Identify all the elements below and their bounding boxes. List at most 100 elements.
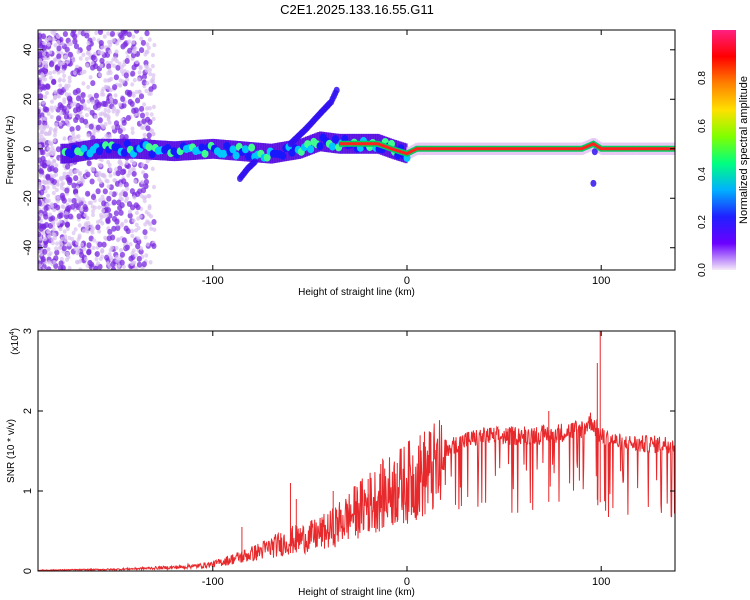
noise-point xyxy=(82,118,89,125)
noise-point xyxy=(44,64,49,70)
noise-point xyxy=(58,219,63,224)
noise-point xyxy=(52,260,57,265)
noise-point xyxy=(54,163,59,168)
noise-point xyxy=(58,83,63,88)
noise-point xyxy=(149,112,154,117)
noise-point xyxy=(56,53,62,60)
noise-point xyxy=(39,212,44,218)
noise-point xyxy=(51,227,56,232)
plot-frame-top xyxy=(37,29,676,271)
noise-point xyxy=(101,86,106,92)
ridge-band xyxy=(282,141,286,162)
noise-point xyxy=(82,204,88,210)
noise-point xyxy=(52,69,57,75)
noise-point xyxy=(106,195,112,202)
noise-point xyxy=(145,111,150,117)
noise-point xyxy=(54,122,59,127)
ridge-band xyxy=(235,140,239,161)
noise-point xyxy=(64,92,69,97)
noise-point xyxy=(46,111,51,117)
ridge-band xyxy=(144,139,148,160)
noise-point xyxy=(52,173,57,179)
noise-point xyxy=(115,225,121,231)
ridge-band xyxy=(60,143,64,164)
noise-point xyxy=(108,173,113,178)
noise-point xyxy=(97,117,103,124)
noise-point xyxy=(123,134,129,140)
noise-point xyxy=(44,83,51,90)
ridge-blob xyxy=(223,141,231,150)
noise-point xyxy=(48,61,55,68)
y-tick-label: -20 xyxy=(22,190,34,206)
colorbar-tick-label: 0.8 xyxy=(697,71,708,85)
ridge-band xyxy=(333,133,336,154)
y-axis-label: Frequency (Hz) xyxy=(5,116,16,185)
noise-point xyxy=(40,155,46,162)
noise-point xyxy=(121,178,127,185)
noise-point xyxy=(140,179,145,185)
noise-point xyxy=(86,49,91,55)
noise-point xyxy=(80,177,85,182)
noise-point xyxy=(141,170,146,175)
noise-point xyxy=(50,240,55,246)
noise-point xyxy=(38,231,42,238)
noise-point xyxy=(76,213,82,220)
noise-point xyxy=(119,259,125,266)
noise-point xyxy=(62,73,67,79)
ridge-band xyxy=(247,141,251,162)
noise-point xyxy=(114,167,118,172)
ridge-blob xyxy=(263,153,271,162)
noise-point xyxy=(131,49,136,54)
noise-point xyxy=(145,242,150,247)
noise-point xyxy=(55,182,60,187)
noise-point xyxy=(95,219,100,225)
noise-point xyxy=(119,251,125,258)
noise-point xyxy=(75,125,81,131)
noise-point xyxy=(38,32,43,39)
noise-point xyxy=(137,89,142,95)
noise-point xyxy=(136,255,142,262)
noise-point xyxy=(71,230,76,236)
noise-point xyxy=(141,261,147,268)
noise-point xyxy=(83,106,88,111)
noise-point xyxy=(112,106,117,111)
noise-point xyxy=(89,178,95,185)
noise-point xyxy=(111,191,117,198)
noise-point xyxy=(112,63,116,68)
y-axis-label: SNR (10 * v/v) xyxy=(6,419,17,483)
noise-point xyxy=(131,40,136,45)
noise-point xyxy=(82,246,87,252)
colorbar-tick-label: 0.0 xyxy=(697,263,708,277)
noise-point xyxy=(50,237,55,242)
noise-point xyxy=(113,210,119,217)
noise-point xyxy=(145,81,150,86)
noise-point xyxy=(85,190,91,197)
noise-point xyxy=(144,64,149,69)
noise-point xyxy=(145,125,151,132)
noise-point xyxy=(106,108,111,114)
noise-point xyxy=(80,197,85,202)
noise-point xyxy=(125,186,130,191)
noise-point xyxy=(147,37,152,42)
noise-point xyxy=(52,31,57,36)
noise-point xyxy=(107,120,112,125)
noise-point xyxy=(142,102,147,107)
noise-point xyxy=(124,58,130,64)
noise-point xyxy=(48,251,53,256)
noise-point xyxy=(120,169,126,176)
noise-point xyxy=(90,100,95,105)
noise-point xyxy=(59,256,64,262)
noise-point xyxy=(114,49,119,54)
noise-point xyxy=(57,58,62,63)
noise-point xyxy=(62,97,67,102)
noise-point xyxy=(110,245,114,250)
noise-point xyxy=(72,38,78,45)
noise-point xyxy=(120,43,126,50)
noise-point xyxy=(57,88,63,95)
ridge-band xyxy=(224,140,228,160)
noise-point xyxy=(103,113,108,118)
noise-point xyxy=(129,188,135,195)
spectrogram-plot xyxy=(38,30,675,270)
noise-point xyxy=(66,95,72,102)
noise-point xyxy=(86,41,91,46)
